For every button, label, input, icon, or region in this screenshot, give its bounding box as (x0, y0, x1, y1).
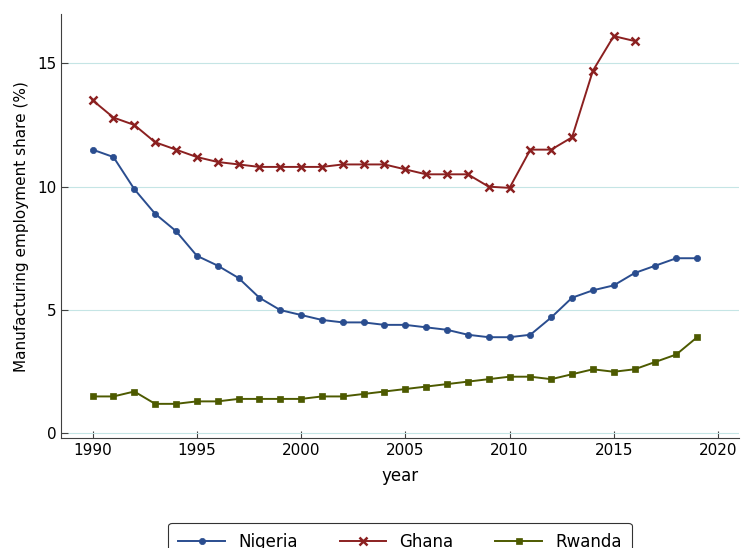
Nigeria (547, 314, 556, 321)
Ghana (276, 164, 285, 170)
Rwanda (651, 358, 660, 365)
Ghana (296, 164, 305, 170)
Ghana (171, 146, 180, 153)
Ghana (339, 161, 348, 168)
Rwanda (192, 398, 201, 404)
Ghana (505, 185, 514, 191)
Rwanda (421, 383, 431, 390)
Rwanda (151, 401, 160, 407)
Rwanda (463, 378, 472, 385)
Nigeria (130, 186, 139, 192)
Ghana (359, 161, 368, 168)
Rwanda (234, 396, 243, 402)
Nigeria (693, 255, 702, 261)
Rwanda (588, 366, 597, 373)
Rwanda (693, 334, 702, 340)
Nigeria (421, 324, 431, 330)
Ghana (630, 38, 639, 44)
Ghana (88, 97, 97, 104)
Nigeria (588, 287, 597, 294)
Nigeria (151, 210, 160, 217)
Ghana (234, 161, 243, 168)
Ghana (609, 33, 618, 39)
Rwanda (526, 373, 535, 380)
Nigeria (568, 294, 577, 301)
X-axis label: year: year (382, 466, 418, 484)
Nigeria (630, 270, 639, 276)
Nigeria (672, 255, 681, 261)
Rwanda (213, 398, 222, 404)
Ghana (255, 164, 264, 170)
Nigeria (401, 322, 410, 328)
Rwanda (88, 393, 97, 399)
Rwanda (505, 373, 514, 380)
Ghana (130, 122, 139, 128)
Nigeria (484, 334, 493, 340)
Ghana (463, 171, 472, 178)
Rwanda (339, 393, 348, 399)
Rwanda (568, 371, 577, 378)
Rwanda (130, 388, 139, 395)
Nigeria (359, 319, 368, 326)
Rwanda (359, 391, 368, 397)
Rwanda (401, 386, 410, 392)
Ghana (151, 139, 160, 146)
Legend: Nigeria, Ghana, Rwanda: Nigeria, Ghana, Rwanda (168, 523, 632, 548)
Nigeria (234, 275, 243, 281)
Nigeria (463, 332, 472, 338)
Rwanda (171, 401, 180, 407)
Nigeria (609, 282, 618, 289)
Ghana (526, 146, 535, 153)
Y-axis label: Manufacturing employment share (%): Manufacturing employment share (%) (14, 81, 29, 372)
Rwanda (255, 396, 264, 402)
Nigeria (505, 334, 514, 340)
Nigeria (380, 322, 389, 328)
Ghana (443, 171, 452, 178)
Rwanda (380, 388, 389, 395)
Nigeria (213, 262, 222, 269)
Nigeria (651, 262, 660, 269)
Rwanda (630, 366, 639, 373)
Rwanda (317, 393, 326, 399)
Ghana (317, 164, 326, 170)
Rwanda (547, 376, 556, 383)
Nigeria (443, 327, 452, 333)
Ghana (401, 166, 410, 173)
Nigeria (171, 228, 180, 235)
Line: Rwanda: Rwanda (90, 334, 700, 407)
Rwanda (443, 381, 452, 387)
Ghana (192, 154, 201, 161)
Line: Nigeria: Nigeria (90, 146, 700, 340)
Ghana (421, 171, 431, 178)
Nigeria (526, 332, 535, 338)
Ghana (213, 159, 222, 165)
Nigeria (109, 154, 118, 161)
Nigeria (276, 307, 285, 313)
Ghana (484, 184, 493, 190)
Ghana (588, 67, 597, 74)
Rwanda (296, 396, 305, 402)
Nigeria (317, 317, 326, 323)
Nigeria (339, 319, 348, 326)
Rwanda (609, 368, 618, 375)
Rwanda (484, 376, 493, 383)
Nigeria (88, 146, 97, 153)
Rwanda (672, 351, 681, 358)
Line: Ghana: Ghana (89, 32, 639, 192)
Ghana (109, 115, 118, 121)
Nigeria (296, 312, 305, 318)
Ghana (547, 146, 556, 153)
Rwanda (109, 393, 118, 399)
Nigeria (255, 294, 264, 301)
Rwanda (276, 396, 285, 402)
Ghana (380, 161, 389, 168)
Nigeria (192, 253, 201, 259)
Ghana (568, 134, 577, 141)
